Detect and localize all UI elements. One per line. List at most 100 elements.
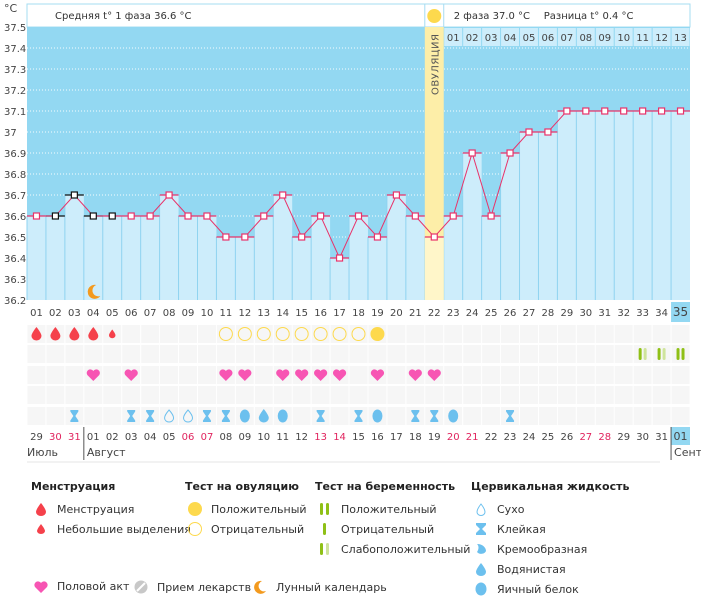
legend-label: Слабоположительный <box>341 542 471 556</box>
temperature-bar <box>576 111 596 300</box>
temperature-point <box>676 107 685 115</box>
temperature-bar <box>367 237 387 300</box>
dry-fluid-icon <box>164 409 175 423</box>
temperature-point <box>184 212 192 220</box>
cycle-day-label: 31 <box>598 308 611 319</box>
calendar-date-label: 07 <box>201 432 214 443</box>
phase2-day-label: 12 <box>655 33 668 44</box>
moon-icon <box>250 580 270 594</box>
temperature-point <box>582 107 590 115</box>
temperature-bar <box>633 111 653 300</box>
calendar-date-label: 21 <box>466 432 479 443</box>
legend-label: Небольшие выделения <box>57 522 191 536</box>
legend-label: Прием лекарств <box>157 580 252 594</box>
double-stripe-icon <box>315 503 335 515</box>
y-tick-label: 37 <box>4 128 17 139</box>
cycle-day-label: 22 <box>428 308 441 319</box>
cycle-day-label: 11 <box>220 308 233 319</box>
temperature-point <box>335 254 344 262</box>
temperature-bar <box>27 216 46 300</box>
y-unit-label: °C <box>4 2 18 15</box>
sticky-fluid-icon <box>411 410 420 422</box>
temperature-bar <box>178 216 198 300</box>
cycle-day-label: 21 <box>409 308 422 319</box>
legend-item: Положительный <box>185 499 307 519</box>
phase2-day-label: 01 <box>447 33 460 44</box>
today-date-highlight <box>671 427 690 445</box>
ovulation-label: ОВУЛЯЦИЯ <box>430 34 441 96</box>
y-tick-label: 37.2 <box>4 86 26 97</box>
phase2-day-cell <box>614 28 633 46</box>
phase1-average: Средняя t° 1 фаза 36.6 °C <box>55 11 192 22</box>
cycle-day-label: 09 <box>182 308 195 319</box>
temperature-bar <box>462 153 482 300</box>
heart-icon <box>238 369 252 381</box>
y-tick-label: 37.4 <box>4 44 26 55</box>
temperature-point <box>241 233 249 241</box>
calendar-date-label: 29 <box>617 432 630 443</box>
calendar-date-label: 30 <box>49 432 62 443</box>
legend-label: Клейкая <box>497 522 546 536</box>
temperature-bar <box>273 195 293 300</box>
calendar-date-label: 08 <box>220 432 233 443</box>
calendar-date-label: 23 <box>504 432 517 443</box>
egg-white-fluid-icon <box>372 409 383 423</box>
temperature-bar <box>500 153 520 300</box>
cycle-day-label: 12 <box>238 308 251 319</box>
temperature-point <box>146 212 154 220</box>
calendar-date-label: 27 <box>579 432 592 443</box>
phase2-day-label: 08 <box>579 33 592 44</box>
sticky-fluid-icon <box>316 410 325 422</box>
legend-item: Водянистая <box>471 559 629 579</box>
month-label: Июль <box>27 446 58 459</box>
y-tick-label: 36.8 <box>4 170 26 181</box>
moon-icon <box>87 284 101 299</box>
cycle-day-label: 28 <box>542 308 555 319</box>
ovulation-test-negative-icon <box>218 327 233 341</box>
heart-icon <box>31 580 51 593</box>
calendar-date-label: 30 <box>636 432 649 443</box>
phase2-day-label: 04 <box>504 33 517 44</box>
cycle-day-label: 03 <box>68 308 81 319</box>
temperature-point <box>601 107 609 115</box>
heart-icon <box>219 369 233 381</box>
legend-moon: Лунный календарь <box>250 580 387 594</box>
calendar-date-label: 01 <box>87 432 100 443</box>
legend-label: Отрицательный <box>211 522 305 536</box>
legend-item: Кремообразная <box>471 539 629 559</box>
menstruation-icon <box>88 327 99 341</box>
cycle-day-label: 01 <box>30 308 43 319</box>
legend-item: Положительный <box>315 499 470 519</box>
phase2-average: 2 фаза 37.0 °C <box>454 11 530 22</box>
temperature-bar <box>311 216 331 300</box>
dry-drop-icon <box>471 502 491 516</box>
temperature-point <box>620 107 628 115</box>
ovulation-sun-icon <box>427 9 442 23</box>
temperature-point <box>449 212 457 220</box>
cycle-day-label: 17 <box>333 308 346 319</box>
calendar-date-label: 03 <box>125 432 138 443</box>
calendar-date-label: 09 <box>238 432 251 443</box>
calendar-date-label: 24 <box>523 432 536 443</box>
calendar-date-label: 26 <box>561 432 574 443</box>
phase2-day-cell <box>538 28 557 46</box>
temperature-bar <box>349 216 368 300</box>
temperature-bar <box>197 216 217 300</box>
calendar-date-label: 04 <box>144 432 157 443</box>
cycle-day-label: 34 <box>655 308 668 319</box>
month-label: Август <box>87 446 126 459</box>
legend-item: Сухо <box>471 499 629 519</box>
legend-ovulation-test: Тест на овуляцию Положительный Отрицател… <box>185 480 307 539</box>
temperature-point <box>298 233 306 241</box>
temperature-bar <box>254 216 274 300</box>
watery-fluid-icon <box>258 409 269 423</box>
sticky-fluid-icon <box>430 410 439 422</box>
temperature-point <box>525 128 533 136</box>
symbol-row-bg <box>27 325 690 343</box>
cycle-day-label: 27 <box>523 308 536 319</box>
calendar-date-label: 20 <box>447 432 460 443</box>
cycle-day-label: 20 <box>390 308 403 319</box>
egg-white-fluid-icon <box>239 409 250 423</box>
cycle-day-label: 35 <box>673 305 688 319</box>
temperature-point <box>165 191 173 199</box>
